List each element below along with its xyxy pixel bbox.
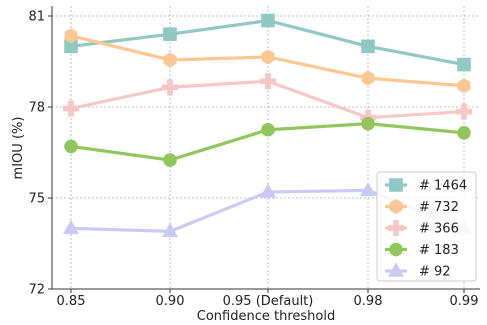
- data-point: [261, 13, 275, 28]
- data-point: [457, 57, 471, 72]
- x-axis-label: Confidence threshold: [197, 309, 335, 324]
- data-point: [261, 49, 275, 65]
- legend-entry: # 183: [385, 242, 459, 258]
- series-4: [64, 116, 471, 167]
- data-point: [457, 78, 471, 94]
- axes: 72 75 78 81 0.85 0.90 0.95 (Default) 0.98 0.99 Co…: [11, 6, 480, 324]
- legend-marker: [389, 198, 403, 215]
- legend-entry: # 92: [385, 262, 451, 280]
- legend-marker: [389, 242, 403, 257]
- x-tick-label: 0.85: [57, 294, 86, 309]
- series-1: [64, 13, 471, 72]
- data-point: [361, 116, 375, 131]
- x-tick-label: 0.90: [156, 294, 185, 309]
- data-point: [163, 52, 177, 68]
- data-point: [163, 27, 177, 41]
- data-point: [62, 219, 80, 235]
- y-tick-label: 81: [28, 10, 45, 25]
- legend-marker: [387, 219, 405, 237]
- y-tick-label: 72: [28, 283, 45, 298]
- legend-label: # 183: [419, 243, 459, 258]
- data-point: [361, 39, 375, 54]
- data-point: [163, 153, 177, 167]
- y-axis-label: mIOU (%): [11, 117, 26, 180]
- data-point: [161, 222, 179, 238]
- data-point: [62, 100, 80, 117]
- legend-entry: # 1464: [385, 178, 467, 194]
- legend-label: # 1464: [419, 179, 467, 194]
- series-group: [62, 13, 473, 238]
- legend-box: [376, 171, 477, 282]
- legend: # 1464 # 732 # 366 # 183 # 92: [376, 171, 477, 282]
- legend-label: # 366: [419, 222, 459, 237]
- data-point: [259, 183, 277, 198]
- data-point: [361, 70, 375, 86]
- y-tick-label: 75: [28, 192, 45, 207]
- data-point: [457, 125, 471, 140]
- data-point: [359, 181, 377, 197]
- legend-label: # 732: [419, 200, 459, 215]
- legend-marker: [389, 178, 403, 192]
- legend-label: # 92: [419, 265, 451, 280]
- x-tick-label: 0.99: [450, 294, 479, 309]
- data-point: [455, 103, 473, 120]
- y-tick-label: 78: [28, 101, 45, 116]
- data-point: [259, 73, 277, 90]
- legend-entry: # 732: [385, 198, 459, 215]
- data-point: [64, 28, 78, 44]
- data-point: [64, 139, 78, 154]
- legend-entry: # 366: [385, 219, 459, 237]
- legend-marker: [387, 262, 405, 277]
- data-point: [261, 122, 275, 137]
- series-2: [64, 28, 471, 94]
- x-tick-label: 0.95 (Default): [223, 294, 314, 309]
- x-tick-label: 0.98: [354, 294, 383, 309]
- data-point: [161, 79, 179, 96]
